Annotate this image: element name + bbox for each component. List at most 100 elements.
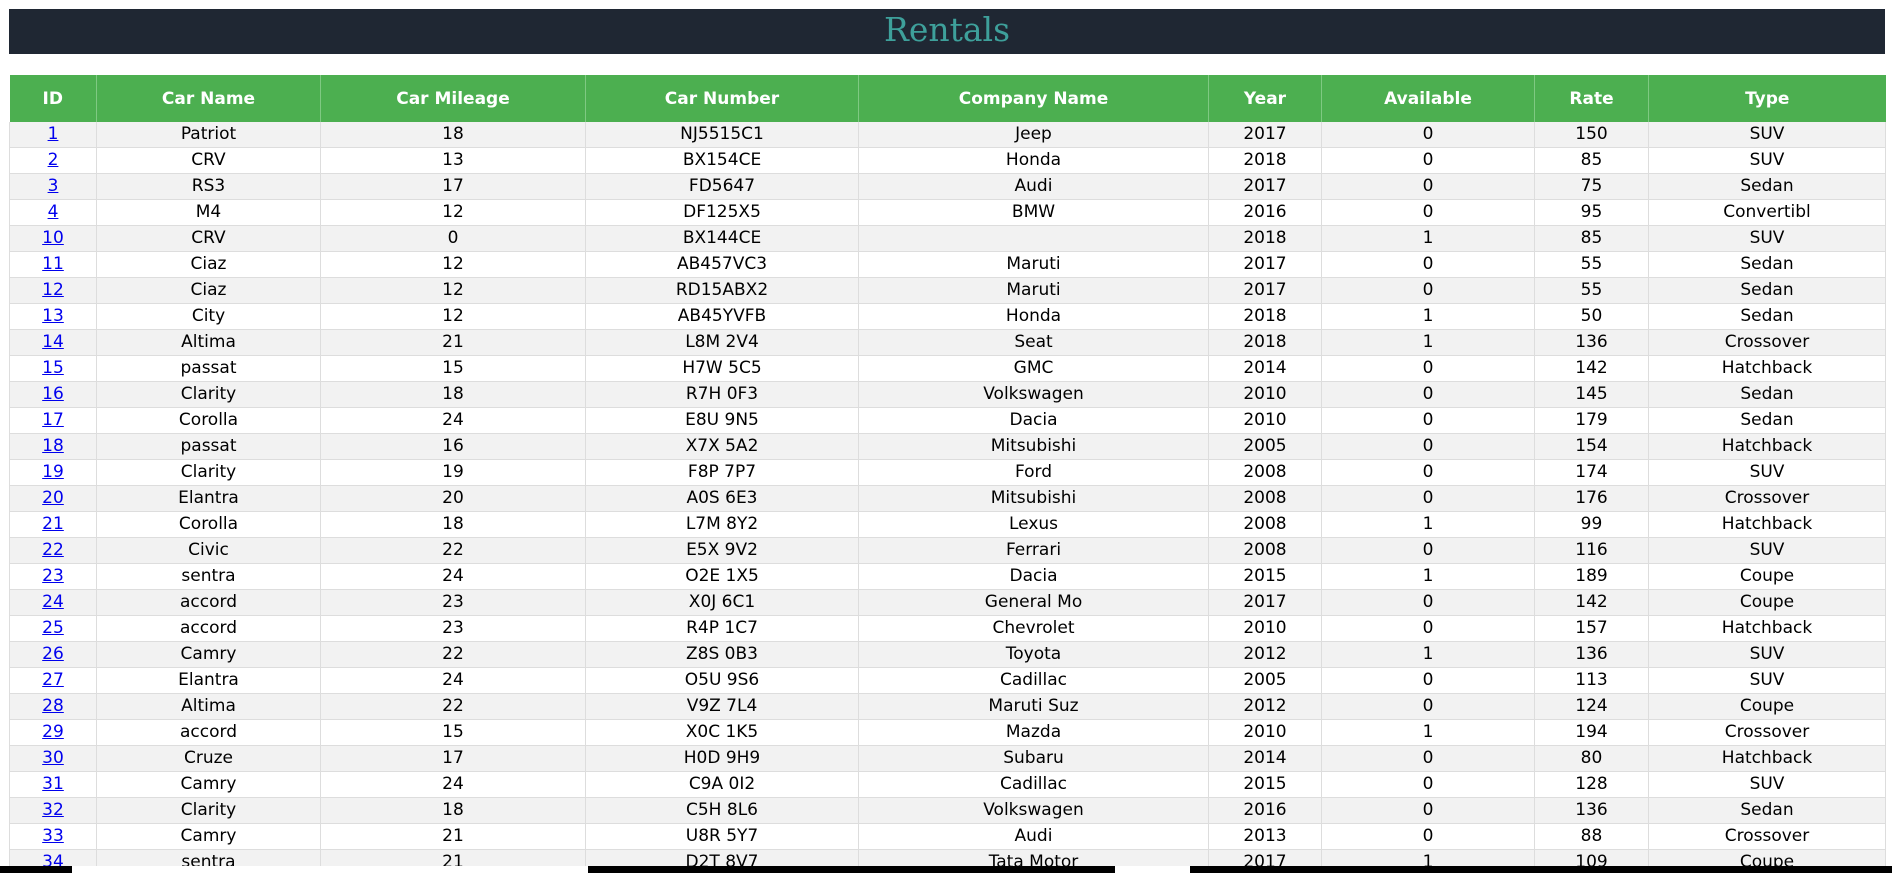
rental-id-link[interactable]: 31 (42, 774, 64, 794)
cell-available: 0 (1321, 381, 1535, 408)
cell-company-name: Chevrolet (858, 615, 1209, 642)
rental-id-link[interactable]: 25 (42, 618, 64, 638)
cell-type: Hatchback (1648, 745, 1886, 772)
table-body: 1 Patriot 18 NJ5515C1 Jeep 2017 0 150 SUV 2 CRV 13 B… (9, 122, 1886, 873)
rental-id-link[interactable]: 28 (42, 696, 64, 716)
cell-car-name: Civic (96, 537, 321, 564)
cell-rate: 189 (1534, 563, 1649, 590)
cell-car-mileage: 24 (320, 407, 586, 434)
cell-id: 30 (9, 745, 97, 772)
cell-rate: 55 (1534, 277, 1649, 304)
cell-car-mileage: 24 (320, 771, 586, 798)
cell-id: 4 (9, 199, 97, 226)
rental-id-link[interactable]: 27 (42, 670, 64, 690)
column-header-rate: Rate (1534, 75, 1649, 122)
rental-id-link[interactable]: 11 (42, 254, 64, 274)
cell-company-name: Lexus (858, 511, 1209, 538)
column-header-available: Available (1321, 75, 1535, 122)
rental-id-link[interactable]: 20 (42, 488, 64, 508)
cell-car-mileage: 22 (320, 537, 586, 564)
rentals-table-container: ID Car Name Car Mileage Car Number Company N… (9, 75, 1886, 873)
rental-id-link[interactable]: 30 (42, 748, 64, 768)
scrollbar-thumb[interactable] (588, 866, 1115, 873)
cell-type: SUV (1648, 771, 1886, 798)
cell-car-mileage: 15 (320, 719, 586, 746)
cell-car-name: M4 (96, 199, 321, 226)
cell-id: 33 (9, 823, 97, 850)
rental-id-link[interactable]: 17 (42, 410, 64, 430)
cell-available: 1 (1321, 719, 1535, 746)
cell-car-mileage: 22 (320, 641, 586, 668)
rental-id-link[interactable]: 29 (42, 722, 64, 742)
cell-year: 2010 (1208, 719, 1322, 746)
cell-car-name: City (96, 303, 321, 330)
cell-available: 1 (1321, 563, 1535, 590)
cell-rate: 157 (1534, 615, 1649, 642)
cell-available: 1 (1321, 329, 1535, 356)
rental-id-link[interactable]: 3 (47, 176, 59, 196)
cell-type: SUV (1648, 459, 1886, 486)
cell-available: 0 (1321, 277, 1535, 304)
cell-available: 0 (1321, 355, 1535, 382)
cell-rate: 88 (1534, 823, 1649, 850)
rental-id-link[interactable]: 19 (42, 462, 64, 482)
cell-available: 0 (1321, 823, 1535, 850)
rental-id-link[interactable]: 2 (47, 150, 59, 170)
cell-car-number: C5H 8L6 (585, 797, 859, 824)
rental-id-link[interactable]: 1 (47, 124, 59, 144)
cell-available: 1 (1321, 641, 1535, 668)
table-row: 28 Altima 22 V9Z 7L4 Maruti Suz 2012 0 124 Coupe (9, 693, 1886, 720)
rental-id-link[interactable]: 15 (42, 358, 64, 378)
cell-rate: 142 (1534, 589, 1649, 616)
rental-id-link[interactable]: 32 (42, 800, 64, 820)
rental-id-link[interactable]: 22 (42, 540, 64, 560)
cell-rate: 85 (1534, 147, 1649, 174)
cell-type: SUV (1648, 667, 1886, 694)
rental-id-link[interactable]: 14 (42, 332, 64, 352)
cell-id: 22 (9, 537, 97, 564)
rental-id-link[interactable]: 10 (42, 228, 64, 248)
rental-id-link[interactable]: 4 (47, 202, 59, 222)
table-row: 11 Ciaz 12 AB457VC3 Maruti 2017 0 55 Sedan (9, 251, 1886, 278)
cell-rate: 176 (1534, 485, 1649, 512)
cell-car-name: Cruze (96, 745, 321, 772)
cell-year: 2008 (1208, 511, 1322, 538)
cell-type: Hatchback (1648, 511, 1886, 538)
table-row: 14 Altima 21 L8M 2V4 Seat 2018 1 136 Crossover (9, 329, 1886, 356)
cell-rate: 179 (1534, 407, 1649, 434)
cell-car-name: Clarity (96, 459, 321, 486)
rental-id-link[interactable]: 23 (42, 566, 64, 586)
cell-car-mileage: 18 (320, 797, 586, 824)
rental-id-link[interactable]: 18 (42, 436, 64, 456)
cell-company-name: Jeep (858, 122, 1209, 148)
table-row: 22 Civic 22 E5X 9V2 Ferrari 2008 0 116 SUV (9, 537, 1886, 564)
cell-rate: 174 (1534, 459, 1649, 486)
cell-year: 2010 (1208, 615, 1322, 642)
cell-company-name: BMW (858, 199, 1209, 226)
column-header-car-mileage: Car Mileage (320, 75, 586, 122)
cell-available: 1 (1321, 225, 1535, 252)
cell-car-mileage: 15 (320, 355, 586, 382)
cell-company-name: Audi (858, 823, 1209, 850)
table-row: 17 Corolla 24 E8U 9N5 Dacia 2010 0 179 Sedan (9, 407, 1886, 434)
rental-id-link[interactable]: 12 (42, 280, 64, 300)
rental-id-link[interactable]: 16 (42, 384, 64, 404)
cell-car-mileage: 23 (320, 615, 586, 642)
cell-car-number: DF125X5 (585, 199, 859, 226)
cell-year: 2012 (1208, 641, 1322, 668)
cell-year: 2017 (1208, 122, 1322, 148)
column-header-type: Type (1648, 75, 1886, 122)
cell-type: Crossover (1648, 485, 1886, 512)
cell-type: SUV (1648, 537, 1886, 564)
cell-car-number: U8R 5Y7 (585, 823, 859, 850)
horizontal-scrollbar[interactable] (0, 866, 1892, 873)
rental-id-link[interactable]: 24 (42, 592, 64, 612)
table-row: 2 CRV 13 BX154CE Honda 2018 0 85 SUV (9, 147, 1886, 174)
rental-id-link[interactable]: 13 (42, 306, 64, 326)
rental-id-link[interactable]: 21 (42, 514, 64, 534)
cell-rate: 136 (1534, 329, 1649, 356)
rental-id-link[interactable]: 26 (42, 644, 64, 664)
rental-id-link[interactable]: 33 (42, 826, 64, 846)
cell-year: 2016 (1208, 199, 1322, 226)
